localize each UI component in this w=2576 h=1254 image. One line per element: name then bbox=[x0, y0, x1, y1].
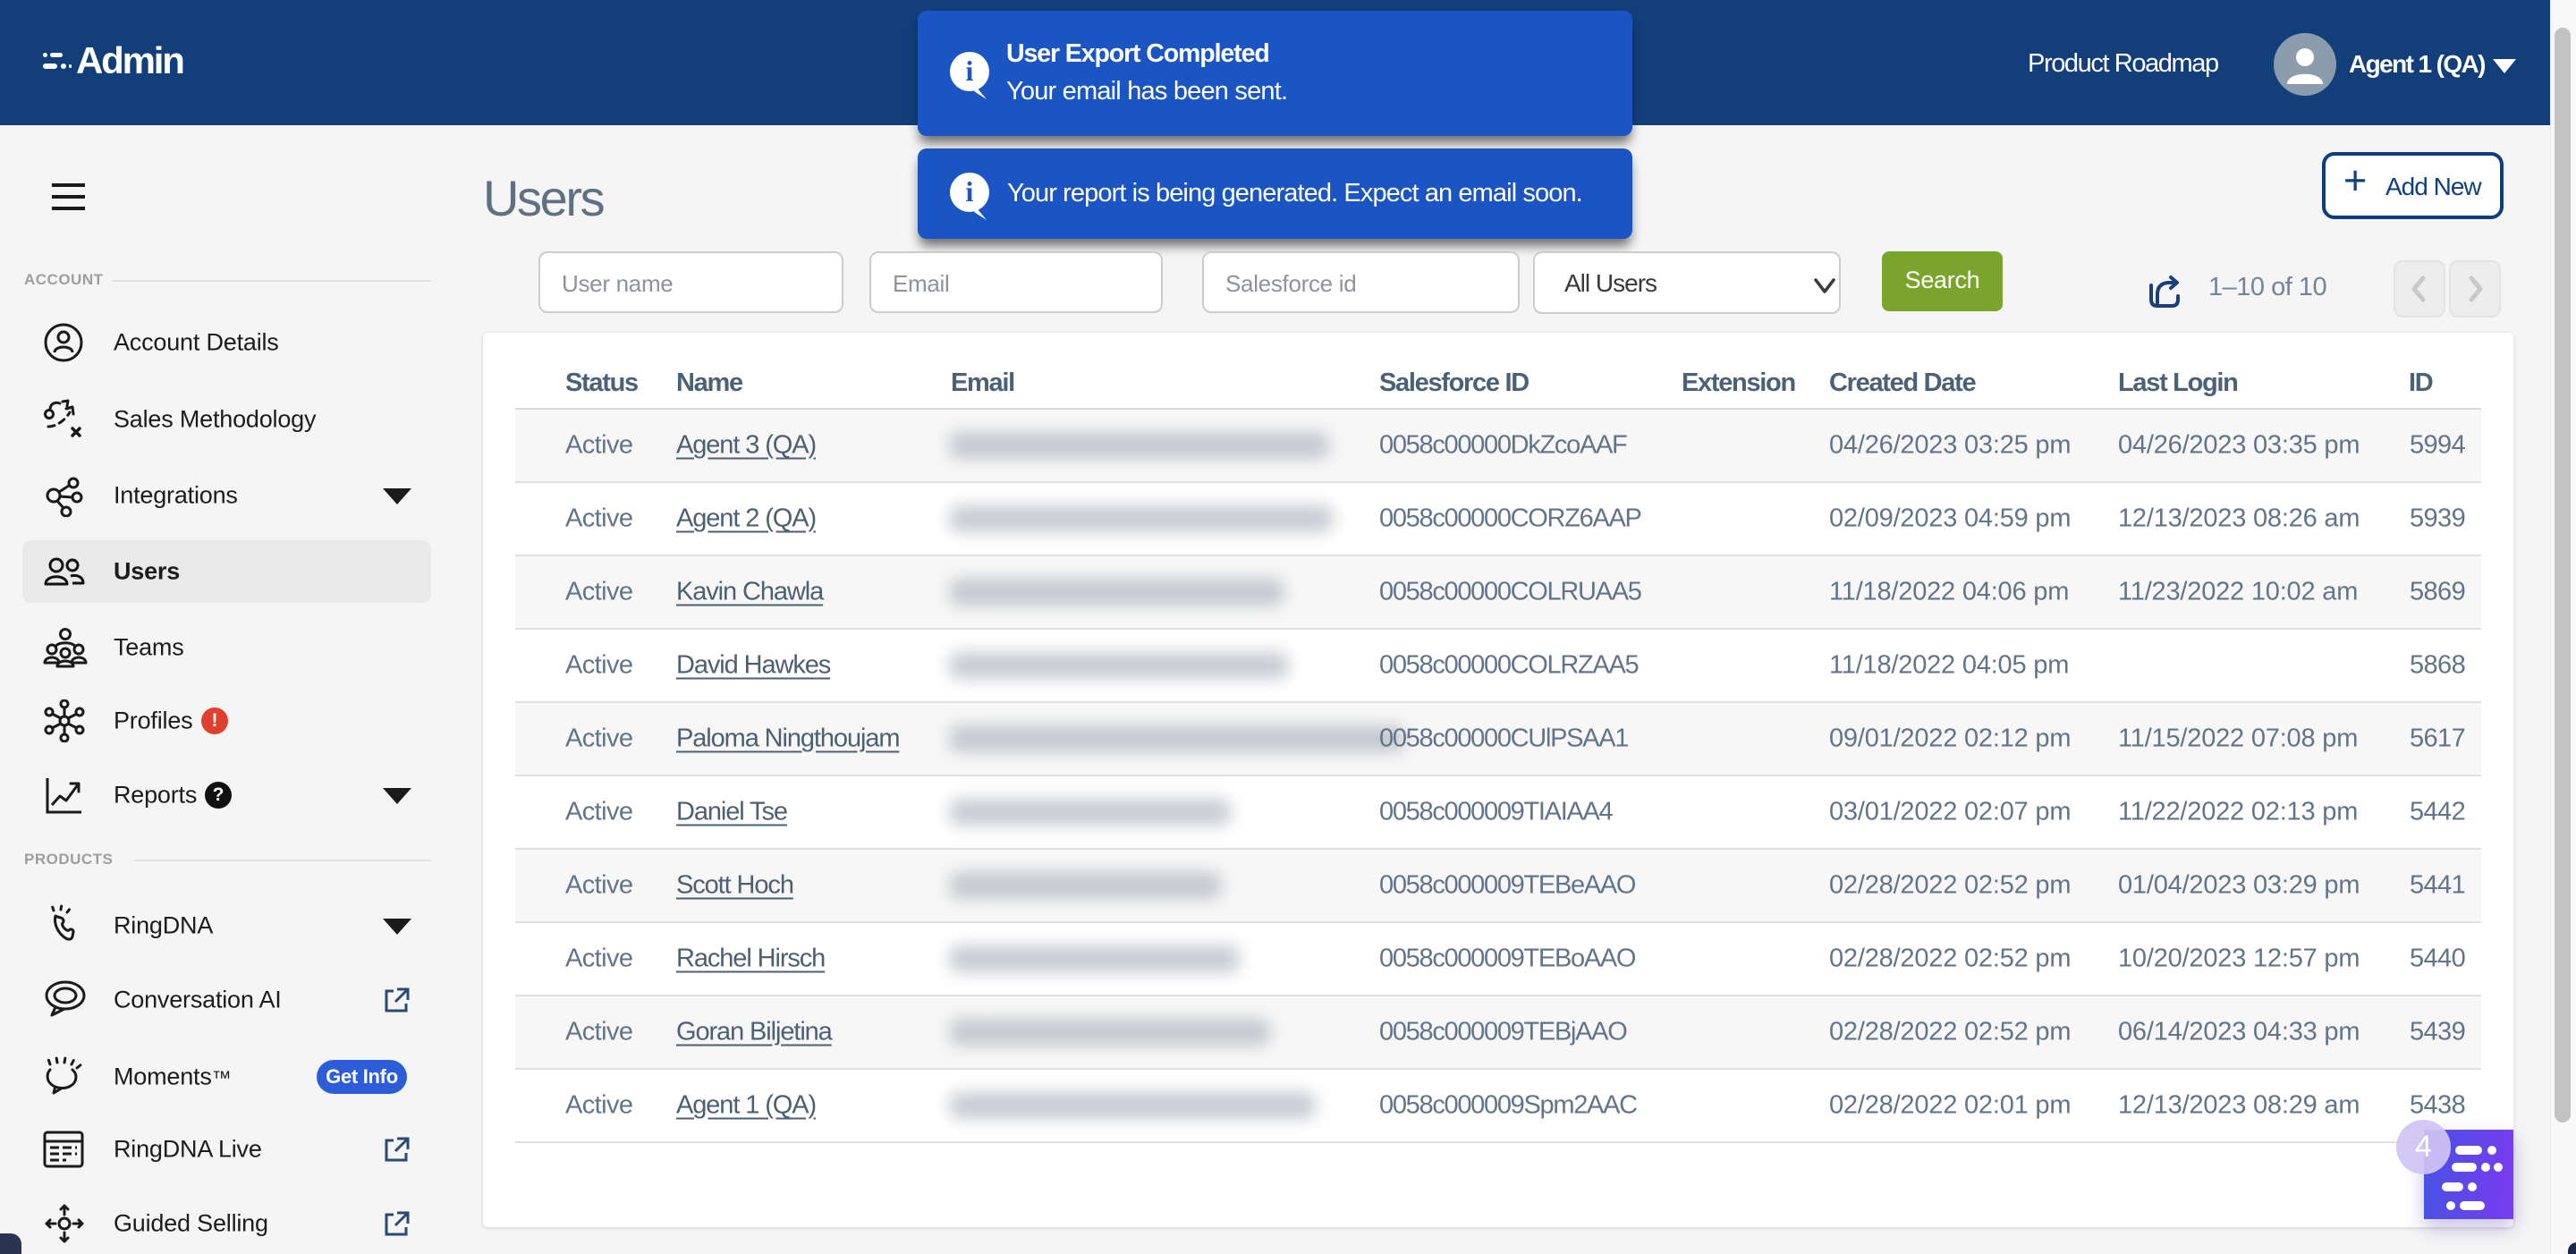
svg-text:i: i bbox=[966, 175, 974, 208]
svg-text:i: i bbox=[966, 55, 974, 87]
